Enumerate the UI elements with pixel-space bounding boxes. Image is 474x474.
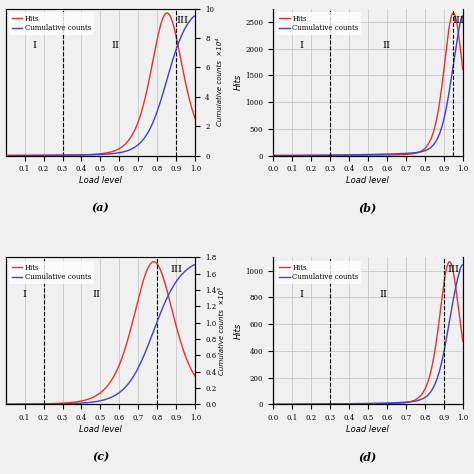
Legend: Hits, Cumulative counts: Hits, Cumulative counts [9, 12, 94, 35]
Legend: Hits, Cumulative counts: Hits, Cumulative counts [9, 261, 94, 284]
Text: (d): (d) [359, 451, 377, 463]
Y-axis label: Cumulative counts  ×10⁴: Cumulative counts ×10⁴ [217, 38, 223, 126]
Text: (c): (c) [92, 451, 109, 463]
X-axis label: Load level: Load level [346, 425, 389, 434]
Text: III: III [447, 264, 459, 273]
Legend: Hits, Cumulative counts: Hits, Cumulative counts [276, 12, 362, 35]
X-axis label: Load level: Load level [79, 176, 122, 185]
Text: III: III [452, 16, 464, 25]
Legend: Hits, Cumulative counts: Hits, Cumulative counts [276, 261, 362, 284]
Y-axis label: Hits: Hits [234, 323, 243, 339]
Text: II: II [112, 41, 119, 50]
Text: II: II [379, 290, 387, 299]
Text: I: I [32, 41, 36, 50]
Y-axis label: Cumulative counts  ×10⁵: Cumulative counts ×10⁵ [219, 287, 225, 375]
Text: III: III [176, 16, 188, 25]
Text: II: II [383, 41, 391, 50]
Text: I: I [300, 41, 303, 50]
Text: I: I [23, 290, 27, 299]
Text: (a): (a) [91, 202, 109, 214]
Text: (b): (b) [359, 202, 377, 214]
X-axis label: Load level: Load level [346, 176, 389, 185]
Text: II: II [93, 290, 100, 299]
Y-axis label: Hits: Hits [234, 74, 243, 90]
X-axis label: Load level: Load level [79, 425, 122, 434]
Text: I: I [300, 290, 303, 299]
Text: III: III [171, 264, 182, 273]
